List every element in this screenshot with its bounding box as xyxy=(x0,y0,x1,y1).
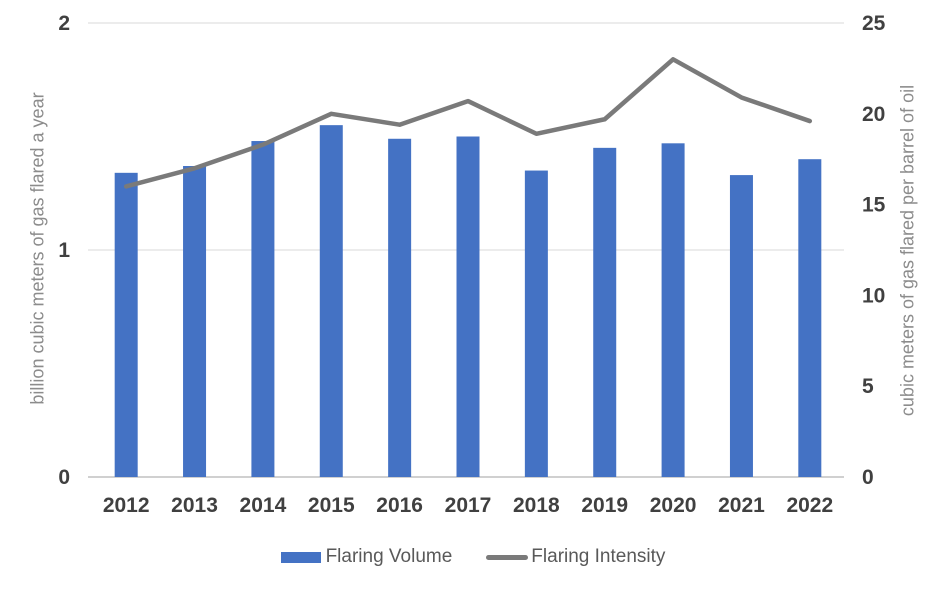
bar-2015 xyxy=(319,125,343,478)
bar-2014 xyxy=(251,141,275,478)
right-tick-15: 15 xyxy=(862,194,886,217)
flaring-intensity-legend-label: Flaring Intensity xyxy=(531,546,666,567)
right-tick-0: 0 xyxy=(862,466,874,489)
x-label-2014: 2014 xyxy=(240,494,287,517)
bar-2021 xyxy=(729,175,753,477)
x-label-2019: 2019 xyxy=(581,494,628,517)
left-tick-0: 0 xyxy=(58,466,70,489)
right-axis-title: cubic meters of gas flared per barrel of… xyxy=(897,84,918,417)
legend: Flaring Volume Flaring Intensity xyxy=(0,543,946,571)
left-tick-1: 1 xyxy=(58,239,70,262)
right-tick-5: 5 xyxy=(862,375,874,398)
flaring-volume-legend-label: Flaring Volume xyxy=(325,546,453,567)
left-axis-title: billion cubic meters of gas flared a yea… xyxy=(27,92,48,405)
bar-2013 xyxy=(183,166,207,477)
flaring-intensity-swatch xyxy=(486,554,529,560)
x-label-2016: 2016 xyxy=(376,494,423,517)
left-axis-ticks: 0 1 2 xyxy=(58,12,70,489)
bar-2012 xyxy=(114,172,138,477)
intensity-line-group xyxy=(123,57,813,189)
bar-2019 xyxy=(593,147,617,477)
bar-2017 xyxy=(456,136,480,477)
flaring-intensity-line xyxy=(123,57,813,189)
flaring-volume-swatch xyxy=(280,551,321,563)
x-label-2012: 2012 xyxy=(103,494,150,517)
x-label-2015: 2015 xyxy=(308,494,355,517)
right-tick-25: 25 xyxy=(862,12,886,35)
x-axis-labels: 2012 2013 2014 2015 2016 2017 2018 2019 2020 2021… xyxy=(103,494,833,517)
right-axis-ticks: 0 5 10 15 20 25 xyxy=(862,12,886,489)
x-label-2020: 2020 xyxy=(650,494,697,517)
x-label-2018: 2018 xyxy=(513,494,560,517)
x-label-2017: 2017 xyxy=(445,494,492,517)
x-label-2022: 2022 xyxy=(786,494,833,517)
bar-2018 xyxy=(524,170,548,478)
x-label-2021: 2021 xyxy=(718,494,765,517)
bar-2020 xyxy=(661,143,685,477)
right-tick-10: 10 xyxy=(862,284,885,307)
left-tick-2: 2 xyxy=(58,12,70,35)
bar-2022 xyxy=(798,159,822,477)
bar-2016 xyxy=(388,138,412,477)
right-tick-20: 20 xyxy=(862,103,885,126)
bars-group xyxy=(114,125,822,478)
x-label-2013: 2013 xyxy=(171,494,218,517)
